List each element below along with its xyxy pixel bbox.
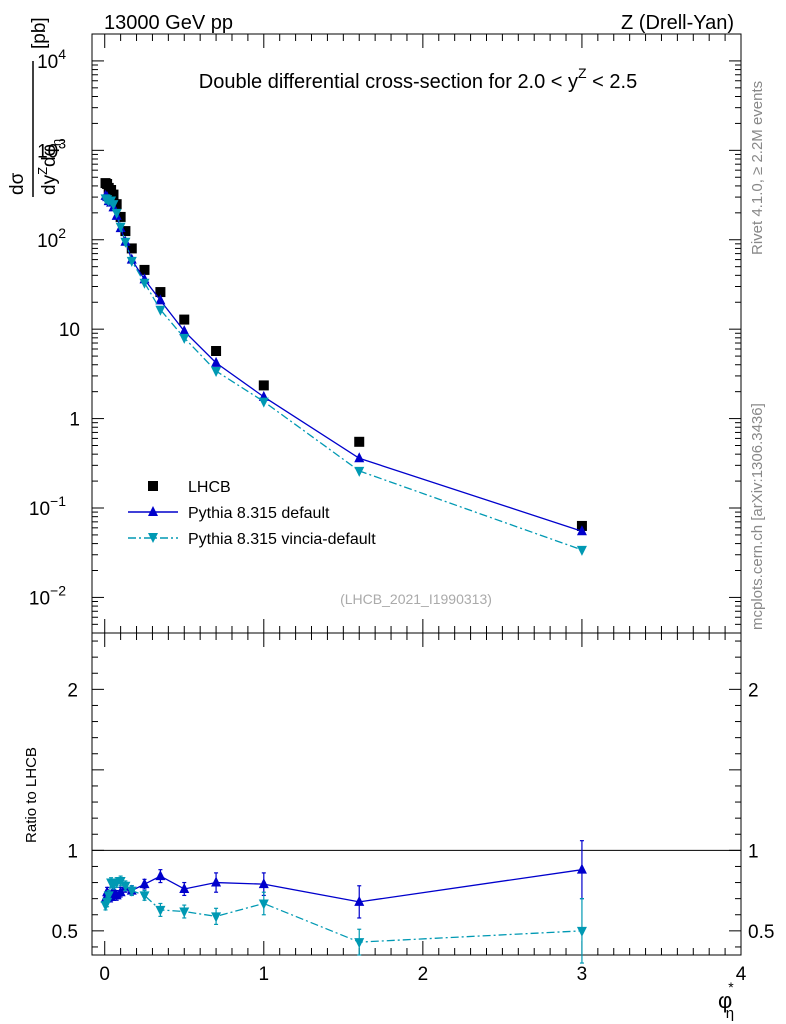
ratio-xtick-label: 2: [418, 964, 429, 985]
ratio-point-s1-1: [102, 897, 113, 908]
main-ytick-label: 104: [37, 46, 66, 73]
ratio-xtick-label: 1: [259, 964, 270, 985]
ratio-xtick-label: 3: [577, 964, 588, 985]
legend-marker-pythia-vincia: [148, 533, 158, 543]
ratio-point-s1-7: [120, 881, 131, 892]
main-data-marks: [100, 178, 587, 556]
mcplots-label: mcplots.cern.ch [arXiv:1306.3436]: [749, 403, 766, 630]
ratio-point-s1-13: [258, 899, 269, 910]
ratio-point-s1-12: [211, 912, 222, 923]
legend-label-lhcb: LHCB: [188, 479, 231, 496]
main-ytick-label: 102: [37, 225, 66, 252]
legend: LHCB Pythia 8.315 default Pythia 8.315 v…: [128, 479, 376, 548]
header-right: Z (Drell-Yan): [621, 12, 734, 34]
main-point-s1-15: [576, 525, 587, 536]
ratio-ylabel: Ratio to LHCB: [23, 747, 40, 843]
main-ylabel: dσ dyZdφη [pb]: [7, 17, 64, 197]
main-point-s2-9: [139, 278, 150, 289]
main-ytick-label: 10: [59, 320, 80, 341]
ratio-xtick-label: 0: [99, 964, 110, 985]
ratio-point-s0-13: [258, 878, 269, 889]
ratio-point-s1-2: [103, 891, 114, 902]
main-point-s0-7: [120, 226, 131, 237]
ratio-point-s0-14: [354, 895, 365, 906]
ratio-point-s1-8: [126, 886, 137, 897]
ratio-point-s1-15: [576, 926, 587, 937]
main-ytick-label: 10−1: [29, 493, 66, 520]
ratio-point-s0-9: [139, 878, 150, 889]
main-title: Double differential cross-section for 2.…: [199, 65, 637, 93]
main-point-s2-5: [111, 208, 122, 219]
ratio-frame: [91, 632, 742, 956]
ratio-ytick-label: 2: [67, 680, 78, 701]
main-point-s1-12: [211, 356, 222, 367]
ratio-point-s1-10: [155, 905, 166, 916]
svg-text:dσ: dσ: [7, 172, 28, 195]
ratio-series-line-0: [104, 869, 583, 903]
main-point-s2-13: [258, 397, 269, 408]
svg-text:[pb]: [pb]: [29, 17, 50, 49]
main-point-s0-14: [354, 436, 365, 447]
legend-marker-lhcb: [148, 481, 158, 491]
ratio-ytick-label-right: 0.5: [748, 922, 774, 943]
ratio-point-s0-10: [155, 870, 166, 881]
main-point-s2-6: [115, 222, 126, 233]
ratio-ytick-label: 0.5: [52, 922, 78, 943]
ratio-point-s1-9: [139, 891, 150, 902]
main-series-line-2: [105, 197, 583, 551]
ratio-point-s1-11: [179, 907, 190, 918]
legend-label-pythia-default: Pythia 8.315 default: [188, 505, 330, 522]
main-point-s1-14: [354, 452, 365, 463]
ratio-point-s0-11: [179, 882, 190, 893]
main-point-s2-8: [126, 256, 137, 267]
main-point-s2-15: [576, 545, 587, 556]
main-point-s1-10: [155, 294, 166, 305]
xlabel: φ* η: [718, 979, 734, 1022]
header-left: 13000 GeV pp: [104, 12, 233, 34]
main-point-s0-13: [258, 380, 269, 391]
rivet-label: Rivet 4.1.0, ≥ 2.2M events: [749, 81, 766, 255]
legend-marker-pythia-default: [148, 506, 158, 516]
main-point-s1-11: [179, 325, 190, 336]
main-point-s2-14: [354, 466, 365, 477]
ratio-ytick-label-right: 2: [748, 680, 759, 701]
analysis-watermark: (LHCB_2021_I1990313): [340, 591, 492, 607]
main-series-line-1: [105, 195, 583, 532]
main-point-s2-7: [120, 237, 131, 248]
main-ytick-label: 103: [37, 135, 66, 162]
main-ytick-label: 10−2: [29, 582, 66, 609]
main-point-s0-11: [179, 314, 190, 325]
main-point-s0-9: [139, 264, 150, 275]
main-point-s0-8: [126, 243, 137, 254]
main-point-s2-10: [155, 305, 166, 316]
ratio-point-s1-14: [354, 938, 365, 949]
main-point-s2-4: [108, 200, 119, 211]
ratio-ytick-label-right: 1: [748, 841, 759, 862]
main-point-s2-11: [179, 333, 190, 344]
ratio-axis-ticks: 0 1 2 3 40.5 0.51 12 2: [52, 633, 774, 985]
main-ytick-label: 1: [69, 410, 80, 431]
ratio-point-s0-15: [576, 863, 587, 874]
svg-text:dyZdφη: dyZdφη: [35, 139, 64, 195]
ratio-data-marks: [100, 840, 587, 964]
ratio-point-s0-12: [211, 876, 222, 887]
main-point-s0-6: [115, 211, 126, 222]
main-point-s0-12: [211, 345, 222, 356]
main-point-s0-4: [108, 189, 119, 200]
ratio-series-line-1: [104, 880, 582, 943]
main-axis-ticks: 10−2 10−1 1 10 102 103 104: [29, 33, 742, 634]
ratio-ytick-label: 1: [67, 841, 78, 862]
ratio-xtick-label: 4: [736, 964, 747, 985]
main-point-s2-12: [211, 367, 222, 378]
main-point-s0-10: [155, 287, 166, 298]
main-point-s0-5: [111, 199, 122, 210]
legend-label-pythia-vincia: Pythia 8.315 vincia-default: [188, 531, 376, 548]
